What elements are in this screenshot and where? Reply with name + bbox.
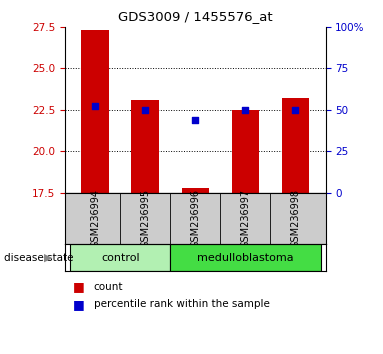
Text: percentile rank within the sample: percentile rank within the sample <box>94 299 270 309</box>
Bar <box>182 188 209 193</box>
Point <box>192 117 198 122</box>
Bar <box>82 30 109 193</box>
Point <box>142 107 148 113</box>
Text: medulloblastoma: medulloblastoma <box>197 252 294 263</box>
Bar <box>170 244 321 271</box>
Text: GSM236996: GSM236996 <box>190 189 200 248</box>
Bar <box>70 244 170 271</box>
Text: GSM236997: GSM236997 <box>241 189 250 248</box>
Title: GDS3009 / 1455576_at: GDS3009 / 1455576_at <box>118 10 273 23</box>
Bar <box>282 98 309 193</box>
Text: GSM236994: GSM236994 <box>90 189 100 248</box>
Text: GSM236998: GSM236998 <box>290 189 301 248</box>
Text: GSM236995: GSM236995 <box>140 189 150 248</box>
Point <box>92 103 98 108</box>
Text: control: control <box>101 252 139 263</box>
Text: ■: ■ <box>73 280 85 293</box>
Text: disease state: disease state <box>4 252 73 263</box>
Bar <box>131 100 159 193</box>
Bar <box>232 110 259 193</box>
Text: count: count <box>94 282 123 292</box>
Text: ■: ■ <box>73 298 85 311</box>
Point <box>242 107 249 113</box>
Text: ▶: ▶ <box>44 252 52 263</box>
Point <box>293 107 299 113</box>
